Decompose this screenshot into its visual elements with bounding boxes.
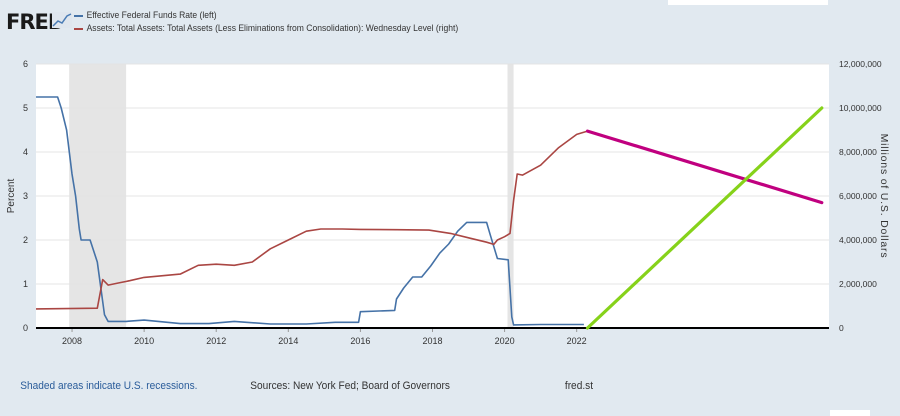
legend-swatch-total-assets <box>74 27 83 30</box>
legend-item-total-assets[interactable]: Assets: Total Assets: Total Assets (Less… <box>74 22 458 35</box>
y-right-tick-label: 2,000,000 <box>839 279 877 289</box>
y-left-tick-label: 3 <box>23 191 28 201</box>
chart-footer: Shaded areas indicate U.S. recessions. S… <box>0 380 828 400</box>
x-tick-label: 2022 <box>567 336 587 346</box>
y-left-tick-label: 2 <box>23 235 28 245</box>
series-line-fed-funds <box>36 96 584 326</box>
y-right-tick-label: 6,000,000 <box>839 191 877 201</box>
y-left-axis-label: Percent <box>6 179 17 214</box>
annotation-line-1 <box>585 106 824 330</box>
chart-header: FRED Effective Federal Funds Rate (left)… <box>6 8 886 48</box>
y-right-tick-label: 10,000,000 <box>839 103 882 113</box>
legend-swatch-fed-funds <box>74 14 83 17</box>
y-left-tick-label: 5 <box>23 103 28 113</box>
x-tick-label: 2018 <box>422 336 442 346</box>
x-tick-label: 2012 <box>206 336 226 346</box>
recession-note: Shaded areas indicate U.S. recessions. <box>20 380 198 392</box>
y-left-tick-label: 0 <box>23 323 28 333</box>
x-tick-label: 2014 <box>278 336 298 346</box>
x-tick-label: 2008 <box>62 336 82 346</box>
chart-area: 0 1 2 3 4 5 6 0 2,000,000 4,000,000 6,000,000 8,000… <box>0 50 900 360</box>
y-left-tick-label: 4 <box>23 147 28 157</box>
y-right-axis-label: Millions of U.S. Dollars <box>878 134 890 259</box>
legend-label-total-assets: Assets: Total Assets: Total Assets (Less… <box>86 23 459 34</box>
chart-logo-icon <box>52 12 72 28</box>
chart-legend: Effective Federal Funds Rate (left) Asse… <box>74 9 458 35</box>
chart-svg: 0 1 2 3 4 5 6 0 2,000,000 4,000,000 6,000,000 8,000… <box>6 59 890 346</box>
sources-text: Sources: New York Fed; Board of Governor… <box>250 380 450 392</box>
x-tick-label: 2010 <box>134 336 154 346</box>
top-right-panel <box>668 0 828 5</box>
fred-short-link[interactable]: fred.st <box>564 380 594 392</box>
y-right-tick-label: 4,000,000 <box>839 235 877 245</box>
y-right-tick-label: 0 <box>839 323 844 333</box>
series-line-total-assets <box>35 130 588 310</box>
legend-item-fed-funds[interactable]: Effective Federal Funds Rate (left) <box>74 9 458 22</box>
y-left-tick-label: 6 <box>23 59 28 69</box>
y-right-tick-label: 8,000,000 <box>839 147 877 157</box>
legend-label-fed-funds: Effective Federal Funds Rate (left) <box>86 10 217 21</box>
bottom-right-panel <box>830 410 870 416</box>
y-left-tick-label: 1 <box>23 279 28 289</box>
x-tick-label: 2020 <box>495 336 515 346</box>
annotation-line-0 <box>585 129 824 205</box>
y-right-tick-label: 12,000,000 <box>839 59 882 69</box>
x-tick-label: 2016 <box>350 336 370 346</box>
